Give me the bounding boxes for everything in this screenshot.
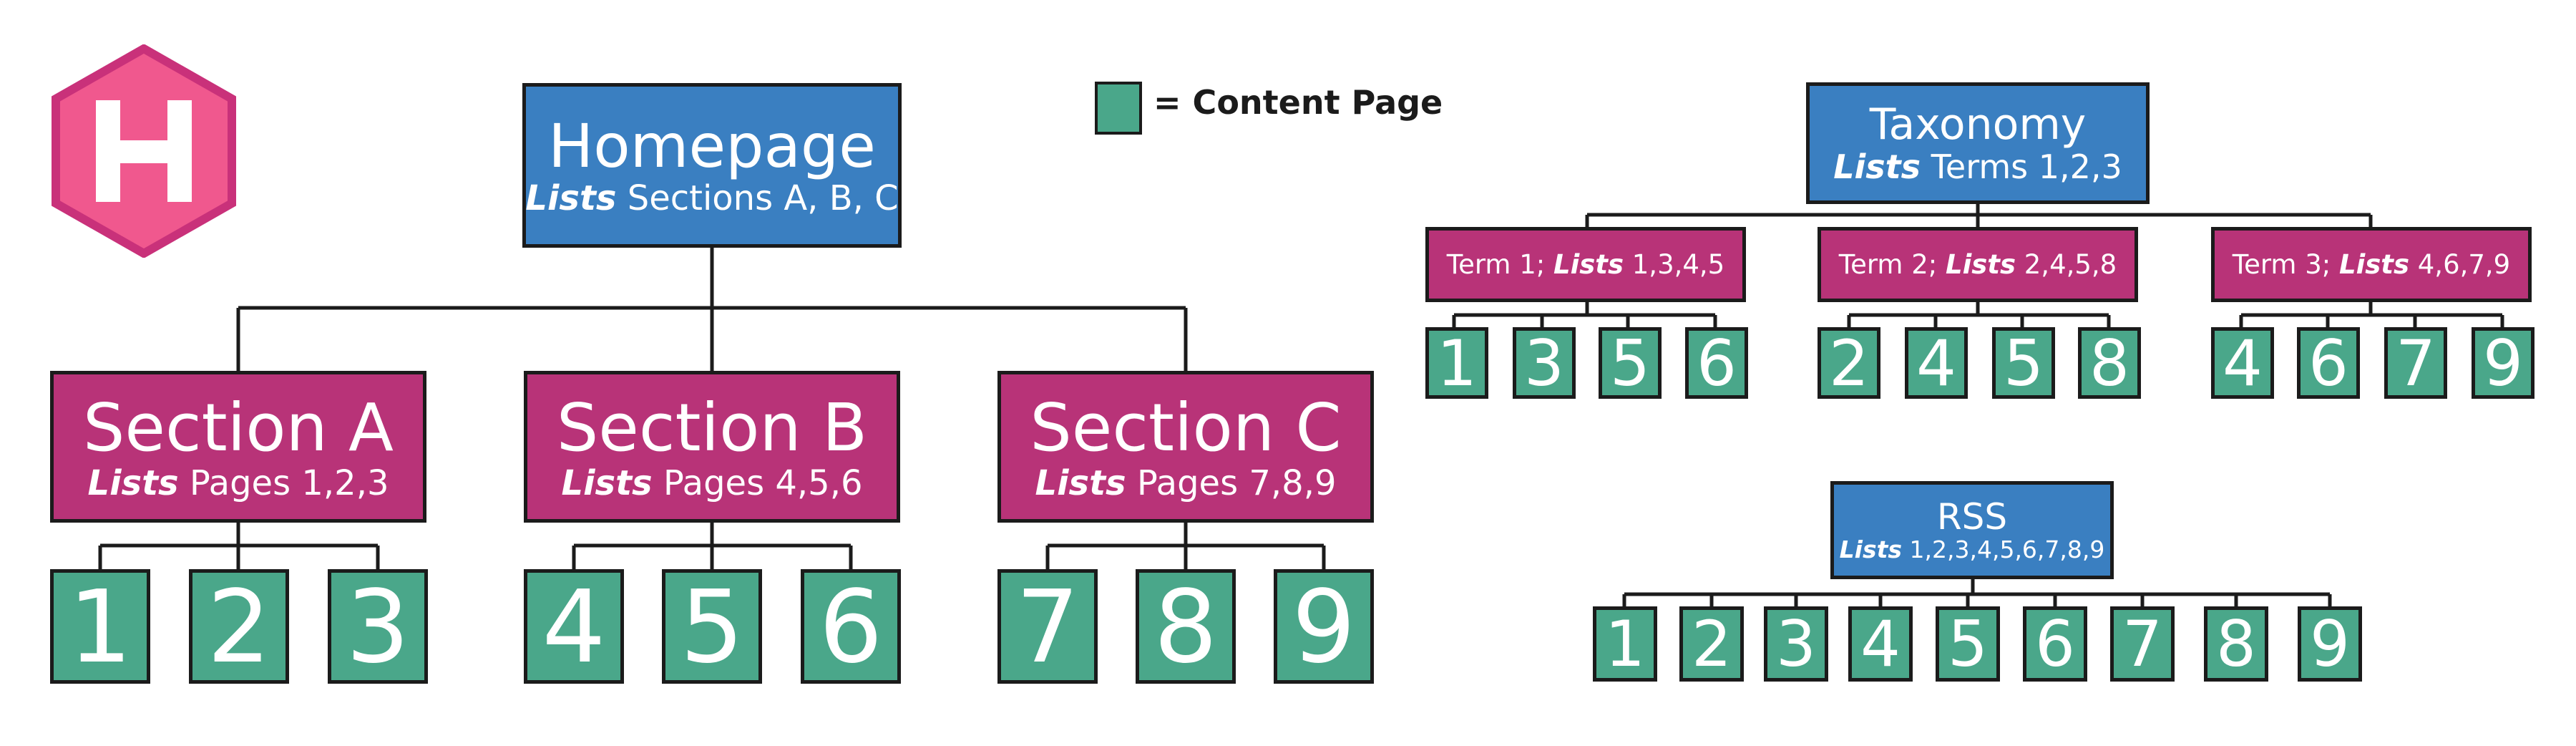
- legend-content-page-swatch: [1095, 82, 1142, 135]
- term-lists-text: 1,3,4,5: [1624, 248, 1725, 280]
- section-title: Section A: [83, 389, 394, 466]
- content-page: 2: [189, 569, 289, 684]
- homepage-lists-text: Sections A, B, C: [616, 178, 899, 219]
- lists-word: Lists: [1553, 248, 1624, 280]
- homepage-title: Homepage: [548, 111, 876, 182]
- content-page: 1: [1425, 327, 1488, 399]
- section-a-node: Section A Lists Pages 1,2,3: [50, 371, 426, 523]
- term-lists-text: 4,6,7,9: [2409, 248, 2511, 280]
- lists-word: Lists: [1839, 536, 1903, 564]
- taxonomy-node: Taxonomy Lists Terms 1,2,3: [1806, 82, 2150, 204]
- content-page: 7: [997, 569, 1098, 684]
- content-page: 5: [1992, 327, 2055, 399]
- content-page: 8: [1136, 569, 1236, 684]
- content-page: 2: [1679, 606, 1744, 682]
- term-lists-text: 2,4,5,8: [2016, 248, 2117, 280]
- content-page: 9: [2298, 606, 2362, 682]
- content-page: 1: [1593, 606, 1657, 682]
- content-page: 3: [1764, 606, 1828, 682]
- content-page: 8: [2078, 327, 2141, 399]
- term-label: Term 3;: [2232, 248, 2339, 280]
- content-page: 5: [662, 569, 762, 684]
- content-page: 8: [2204, 606, 2268, 682]
- term-1-node: Term 1; Lists 1,3,4,5: [1425, 227, 1746, 302]
- term-label: Term 1;: [1446, 248, 1553, 280]
- content-page: 7: [2110, 606, 2175, 682]
- lists-word: Lists: [1035, 462, 1126, 503]
- taxonomy-title: Taxonomy: [1869, 99, 2087, 150]
- legend-label: = Content Page: [1153, 83, 1443, 122]
- rss-node: RSS Lists 1,2,3,4,5,6,7,8,9: [1830, 481, 2114, 579]
- content-page: 4: [524, 569, 624, 684]
- lists-word: Lists: [1833, 147, 1921, 186]
- content-page: 3: [1513, 327, 1576, 399]
- content-page: 4: [1848, 606, 1913, 682]
- homepage-node: Homepage Lists Sections A, B, C: [522, 83, 902, 248]
- section-title: Section B: [556, 389, 868, 466]
- content-page: 9: [2472, 327, 2534, 399]
- lists-word: Lists: [2339, 248, 2409, 280]
- term-3-node: Term 3; Lists 4,6,7,9: [2211, 227, 2532, 302]
- section-b-node: Section B Lists Pages 4,5,6: [524, 371, 900, 523]
- term-label: Term 2;: [1838, 248, 1946, 280]
- content-page: 4: [1905, 327, 1968, 399]
- taxonomy-lists-text: Terms 1,2,3: [1921, 147, 2122, 186]
- rss-title: RSS: [1936, 496, 2008, 538]
- content-page: 2: [1818, 327, 1880, 399]
- content-page: 6: [801, 569, 901, 684]
- content-page: 1: [50, 569, 150, 684]
- lists-word: Lists: [561, 462, 653, 503]
- content-page: 6: [2297, 327, 2360, 399]
- section-c-node: Section C Lists Pages 7,8,9: [997, 371, 1374, 523]
- content-page: 3: [328, 569, 428, 684]
- content-page: 5: [1599, 327, 1662, 399]
- lists-word: Lists: [87, 462, 179, 503]
- section-lists-text: Pages 1,2,3: [178, 462, 389, 503]
- section-title: Section C: [1030, 389, 1342, 466]
- term-2-node: Term 2; Lists 2,4,5,8: [1818, 227, 2138, 302]
- content-page: 9: [1274, 569, 1374, 684]
- rss-lists-text: 1,2,3,4,5,6,7,8,9: [1902, 536, 2105, 564]
- content-page: 4: [2211, 327, 2274, 399]
- content-page: 5: [1936, 606, 2000, 682]
- lists-word: Lists: [525, 178, 617, 219]
- hugo-logo-icon: [52, 44, 236, 258]
- content-page: 7: [2384, 327, 2447, 399]
- lists-word: Lists: [1946, 248, 2016, 280]
- content-page: 6: [1685, 327, 1748, 399]
- section-lists-text: Pages 4,5,6: [652, 462, 863, 503]
- content-page: 6: [2023, 606, 2087, 682]
- section-lists-text: Pages 7,8,9: [1126, 462, 1337, 503]
